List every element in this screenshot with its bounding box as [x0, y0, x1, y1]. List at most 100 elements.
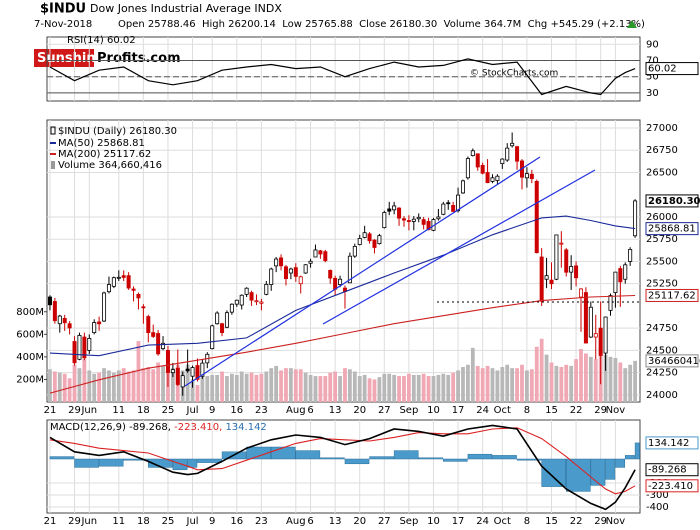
volume-bar: [220, 371, 224, 402]
volume-bar: [156, 362, 161, 402]
trend-line: [322, 169, 596, 325]
histogram-bar: [590, 458, 606, 486]
volume-bar: [421, 373, 426, 402]
candle-body: [92, 322, 97, 334]
value-box-label: -89.268: [648, 465, 687, 476]
date: 7-Nov-2018: [34, 19, 92, 30]
histogram-bar: [270, 446, 296, 460]
x-tick-label: Oct: [494, 516, 511, 527]
macd-frame: [46, 419, 641, 514]
symbol: $INDU: [40, 2, 86, 17]
volume-bar: [539, 338, 544, 402]
ma200-legend: MA(200) 25117.62: [58, 149, 151, 160]
candle-body: [279, 257, 284, 267]
candle-body: [515, 146, 520, 162]
y-tick-label: 30: [646, 88, 659, 99]
volume-bar: [328, 372, 333, 402]
candle-body: [72, 341, 77, 364]
volume-bar: [215, 374, 220, 402]
candle-body: [298, 276, 303, 285]
volume-bar: [441, 373, 446, 402]
candle-body: [161, 342, 166, 350]
candle-body: [441, 203, 446, 215]
up-arrow: [627, 20, 637, 28]
volume-bar: [284, 368, 288, 402]
candle-body: [323, 251, 328, 262]
volume-bar: [343, 368, 347, 402]
volume-bar: [205, 376, 210, 402]
value-box-label: 25868.81: [648, 224, 696, 235]
x-tick-label: 22: [570, 516, 583, 527]
volume-bar: [505, 364, 510, 402]
value-box: [645, 222, 699, 236]
x-tick-label: 11: [112, 405, 125, 416]
candle-body: [175, 367, 180, 385]
volume-bar: [402, 376, 406, 402]
volume-bar: [254, 374, 259, 402]
volume-bar: [303, 372, 308, 402]
volume-bar: [151, 369, 156, 402]
y-tick-label: 24500: [646, 345, 678, 356]
volume-bar: [628, 364, 633, 402]
value-box: [645, 436, 699, 450]
candle-body: [628, 249, 633, 262]
x-tick-label: 21: [44, 516, 57, 527]
volume-bar: [392, 374, 397, 402]
value-box: [645, 354, 699, 368]
candle-body: [47, 296, 52, 306]
candle-body: [146, 316, 151, 334]
volume-bar: [102, 368, 106, 402]
volume-bar: [97, 372, 102, 402]
x-tick-label: 22: [570, 405, 583, 416]
candle-body: [451, 205, 456, 212]
x-tick-label: 9: [209, 516, 215, 527]
volume-bar: [495, 370, 500, 402]
x-tick-label: 29: [68, 405, 81, 416]
y-tick-label: 27000: [646, 123, 678, 134]
legend-icon: [51, 161, 55, 169]
candle-body: [382, 212, 387, 229]
volume-bar: [190, 379, 195, 402]
volume-bar: [338, 376, 342, 402]
volume-bar: [274, 365, 279, 402]
volume-bar: [279, 370, 283, 402]
value-box: [645, 463, 699, 477]
candle-body: [618, 268, 623, 283]
x-tick-label: 17: [452, 405, 465, 416]
candle-body: [574, 265, 579, 279]
instrument-name: Dow Jones Industrial Average INDX: [90, 2, 282, 15]
candle-body: [559, 242, 564, 245]
volume-bar: [564, 364, 569, 402]
histogram-bar: [344, 458, 370, 465]
x-tick-label: 27: [378, 405, 391, 416]
volume-bar: [72, 364, 77, 402]
y-tick-label: 25500: [646, 256, 678, 267]
candle-body: [411, 218, 416, 222]
rsi-line: [49, 58, 636, 96]
histogram-bar: [197, 458, 222, 463]
x-tick-label: 15: [545, 405, 558, 416]
candle-body: [465, 158, 470, 179]
candle-body: [254, 300, 259, 303]
volume-bar: [249, 372, 254, 402]
candle-body: [392, 205, 397, 211]
candle-body: [200, 362, 205, 377]
volume-bar: [525, 370, 529, 402]
candle-body: [446, 202, 451, 205]
x-tick-label: Sep: [399, 516, 418, 527]
volume-bar: [534, 346, 539, 402]
logo-right: Profits.com: [97, 51, 181, 66]
candle-body: [362, 232, 367, 238]
candle-body: [505, 147, 510, 161]
candle-body: [165, 350, 170, 373]
volume-bar: [387, 373, 392, 402]
histogram-bar: [246, 446, 271, 460]
volume-bar: [67, 378, 72, 402]
candle-body: [288, 268, 293, 274]
value-box: [645, 479, 699, 493]
volume-bar: [436, 374, 441, 402]
histogram-bar: [467, 453, 493, 460]
y-tick-label: -300: [646, 490, 669, 501]
candle-body: [269, 268, 274, 285]
volume-bar: [298, 369, 303, 402]
